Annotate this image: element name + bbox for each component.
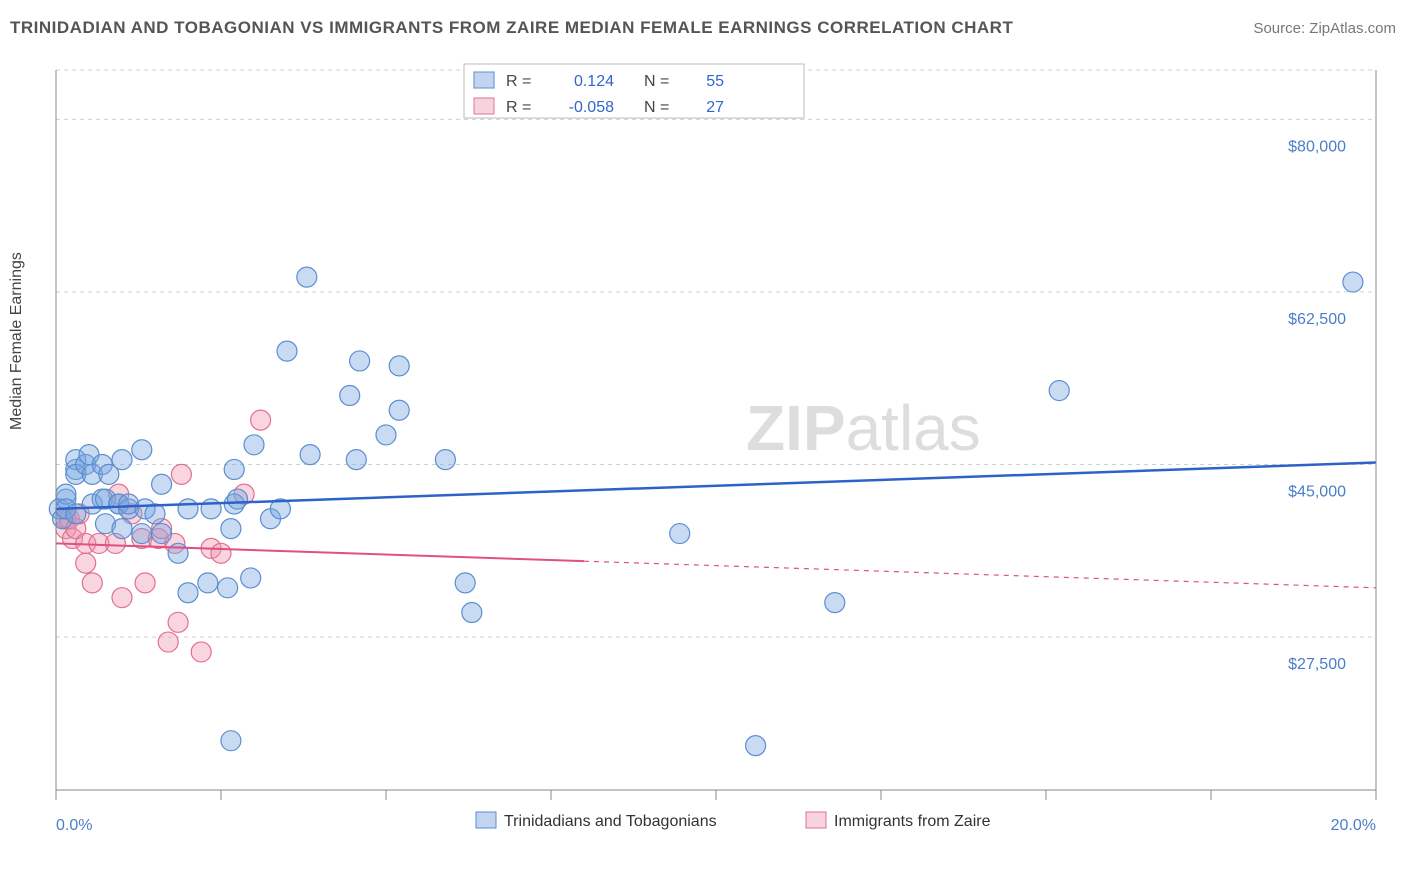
scatter-point: [112, 588, 132, 608]
scatter-point: [135, 573, 155, 593]
series-legend: Trinidadians and Tobagonians Immigrants f…: [476, 812, 991, 830]
scatter-point: [389, 400, 409, 420]
scatter-point: [277, 341, 297, 361]
scatter-point: [201, 499, 221, 519]
svg-text:0.0%: 0.0%: [56, 817, 92, 834]
y-axis-label: Median Female Earnings: [8, 252, 26, 430]
scatter-point: [211, 543, 231, 563]
svg-text:N =: N =: [644, 73, 669, 90]
scatter-point: [171, 464, 191, 484]
svg-text:R =: R =: [506, 73, 531, 90]
scatter-point: [825, 593, 845, 613]
trend-line-b: [56, 543, 584, 561]
scatter-point: [218, 578, 238, 598]
scatter-point: [82, 573, 102, 593]
svg-text:55: 55: [706, 73, 724, 90]
svg-text:27: 27: [706, 99, 724, 116]
svg-text:N =: N =: [644, 99, 669, 116]
chart-title: TRINIDADIAN AND TOBAGONIAN VS IMMIGRANTS…: [10, 18, 1013, 38]
scatter-point: [152, 474, 172, 494]
svg-text:R =: R =: [506, 99, 531, 116]
correlation-legend: R = 0.124 N = 55 R = -0.058 N = 27: [464, 64, 804, 118]
svg-text:20.0%: 20.0%: [1331, 817, 1376, 834]
scatter-point: [221, 731, 241, 751]
scatter-point: [297, 267, 317, 287]
scatter-point: [168, 543, 188, 563]
scatter-point: [178, 583, 198, 603]
scatter-point: [455, 573, 475, 593]
scatter-point: [1343, 272, 1363, 292]
scatter-point: [221, 519, 241, 539]
scatter-point: [244, 435, 264, 455]
trend-line-b-extrapolated: [584, 561, 1376, 588]
scatter-point: [132, 440, 152, 460]
svg-text:$80,000: $80,000: [1288, 138, 1346, 155]
scatter-point: [152, 524, 172, 544]
chart-source: Source: ZipAtlas.com: [1253, 20, 1396, 37]
svg-text:$62,500: $62,500: [1288, 311, 1346, 328]
scatter-point: [158, 632, 178, 652]
scatter-point: [435, 450, 455, 470]
scatter-point: [191, 642, 211, 662]
svg-text:-0.058: -0.058: [569, 99, 614, 116]
trend-line-a: [56, 463, 1376, 509]
scatter-point: [112, 519, 132, 539]
scatter-point: [340, 385, 360, 405]
scatter-point: [389, 356, 409, 376]
chart-svg: ZIPatlas $27,500 $45,000 $62,500 $80,000 0.0%…: [46, 60, 1386, 850]
scatter-point: [76, 553, 96, 573]
svg-text:Immigrants from Zaire: Immigrants from Zaire: [834, 813, 991, 830]
svg-text:0.124: 0.124: [574, 73, 614, 90]
chart-area: ZIPatlas $27,500 $45,000 $62,500 $80,000 0.0%…: [46, 60, 1386, 840]
scatter-point: [178, 499, 198, 519]
scatter-point: [746, 736, 766, 756]
scatter-point: [224, 459, 244, 479]
scatter-point: [376, 425, 396, 445]
svg-text:$27,500: $27,500: [1288, 656, 1346, 673]
scatter-point: [346, 450, 366, 470]
scatter-point: [300, 445, 320, 465]
svg-text:ZIPatlas: ZIPatlas: [746, 392, 981, 464]
scatter-point: [251, 410, 271, 430]
chart-header: TRINIDADIAN AND TOBAGONIAN VS IMMIGRANTS…: [10, 18, 1396, 38]
svg-text:Trinidadians and Tobagonians: Trinidadians and Tobagonians: [504, 813, 717, 830]
scatter-point: [462, 602, 482, 622]
scatter-point: [168, 612, 188, 632]
scatter-point: [198, 573, 218, 593]
scatter-point: [350, 351, 370, 371]
scatter-point: [670, 524, 690, 544]
scatter-point: [112, 450, 132, 470]
scatter-point: [228, 489, 248, 509]
scatter-point: [132, 524, 152, 544]
svg-text:$45,000: $45,000: [1288, 484, 1346, 501]
scatter-point: [1049, 381, 1069, 401]
scatter-point: [241, 568, 261, 588]
